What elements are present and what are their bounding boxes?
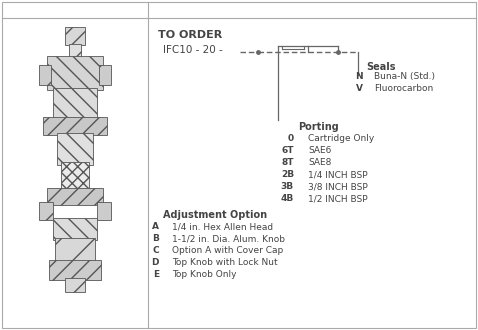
Text: 3/8 INCH BSP: 3/8 INCH BSP [308,182,368,191]
Bar [57,133,93,165]
Text: SAE8: SAE8 [308,158,331,167]
Text: Top Knob Only: Top Knob Only [172,270,237,279]
Text: TO ORDER: TO ORDER [158,30,222,40]
Bar [55,238,95,262]
Text: Buna-N (Std.): Buna-N (Std.) [374,72,435,81]
Text: Option A with Cover Cap: Option A with Cover Cap [172,246,283,255]
Text: IFC10 - 20 -: IFC10 - 20 - [163,45,223,55]
Text: C: C [152,246,159,255]
Text: V: V [356,84,363,93]
Bar [97,202,111,220]
Text: 3B: 3B [281,182,294,191]
Text: 4B: 4B [281,194,294,203]
Text: 1/4 in. Hex Allen Head: 1/4 in. Hex Allen Head [172,222,273,231]
Text: 6T: 6T [282,146,294,155]
Text: E: E [153,270,159,279]
Text: A: A [152,222,159,231]
Bar [49,260,101,280]
Bar [53,218,97,240]
Text: SAE6: SAE6 [308,146,331,155]
Bar [39,202,53,220]
Bar [61,162,89,190]
Text: 1/2 INCH BSP: 1/2 INCH BSP [308,194,368,203]
Text: D: D [152,258,159,267]
Text: 0: 0 [288,134,294,143]
Text: 1-1/2 in. Dia. Alum. Knob: 1-1/2 in. Dia. Alum. Knob [172,234,285,243]
Bar [99,65,111,85]
Text: Top Knob with Lock Nut: Top Knob with Lock Nut [172,258,278,267]
Bar [65,27,85,45]
Text: B: B [152,234,159,243]
Text: Cartridge Only: Cartridge Only [308,134,374,143]
Text: Seals: Seals [366,62,395,72]
Text: N: N [355,72,363,81]
Bar [69,44,81,58]
Text: 2B: 2B [281,170,294,179]
Bar [39,65,51,85]
Text: Adjustment Option: Adjustment Option [163,210,267,220]
Bar [53,88,97,120]
Bar [47,56,103,90]
Text: 8T: 8T [282,158,294,167]
Text: Porting: Porting [298,122,339,132]
Text: Fluorocarbon: Fluorocarbon [374,84,433,93]
Text: 1/4 INCH BSP: 1/4 INCH BSP [308,170,368,179]
Bar [43,117,107,135]
Bar [65,278,85,292]
Bar [47,188,103,205]
